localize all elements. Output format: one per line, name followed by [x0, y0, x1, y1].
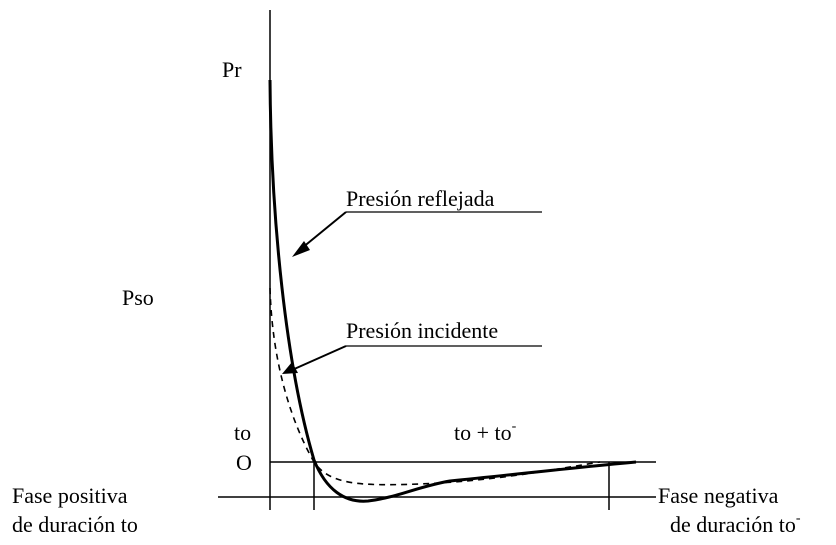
reflected-pressure-curve	[268, 79, 637, 503]
negative-phase-duration-base: de duración to	[670, 512, 796, 537]
negative-phase-duration-label: de duración to-	[670, 511, 801, 537]
negative-phase-duration-sup: -	[796, 511, 801, 526]
incident-pressure-arrowhead	[282, 362, 298, 374]
incident-pressure-curve	[269, 287, 601, 486]
origin-label: O	[236, 450, 252, 475]
incident-pressure-arrow	[291, 345, 347, 371]
pso-label: Pso	[122, 285, 154, 310]
to-plus-to-label: to + to-	[454, 419, 517, 445]
negative-phase-label: Fase negativa	[658, 483, 779, 508]
reflected-pressure-arrowhead	[292, 241, 310, 257]
to-plus-to-base: to + to	[454, 420, 512, 445]
positive-phase-duration-label: de duración to	[12, 512, 138, 537]
reflected-pressure-label: Presión reflejada	[346, 186, 495, 211]
positive-phase-label: Fase positiva	[12, 483, 128, 508]
to-label: to	[234, 420, 251, 445]
incident-pressure-label: Presión incidente	[346, 318, 498, 343]
reflected-pressure-arrow	[301, 211, 347, 249]
to-plus-to-sup: -	[512, 419, 517, 434]
pr-label: Pr	[222, 57, 242, 82]
